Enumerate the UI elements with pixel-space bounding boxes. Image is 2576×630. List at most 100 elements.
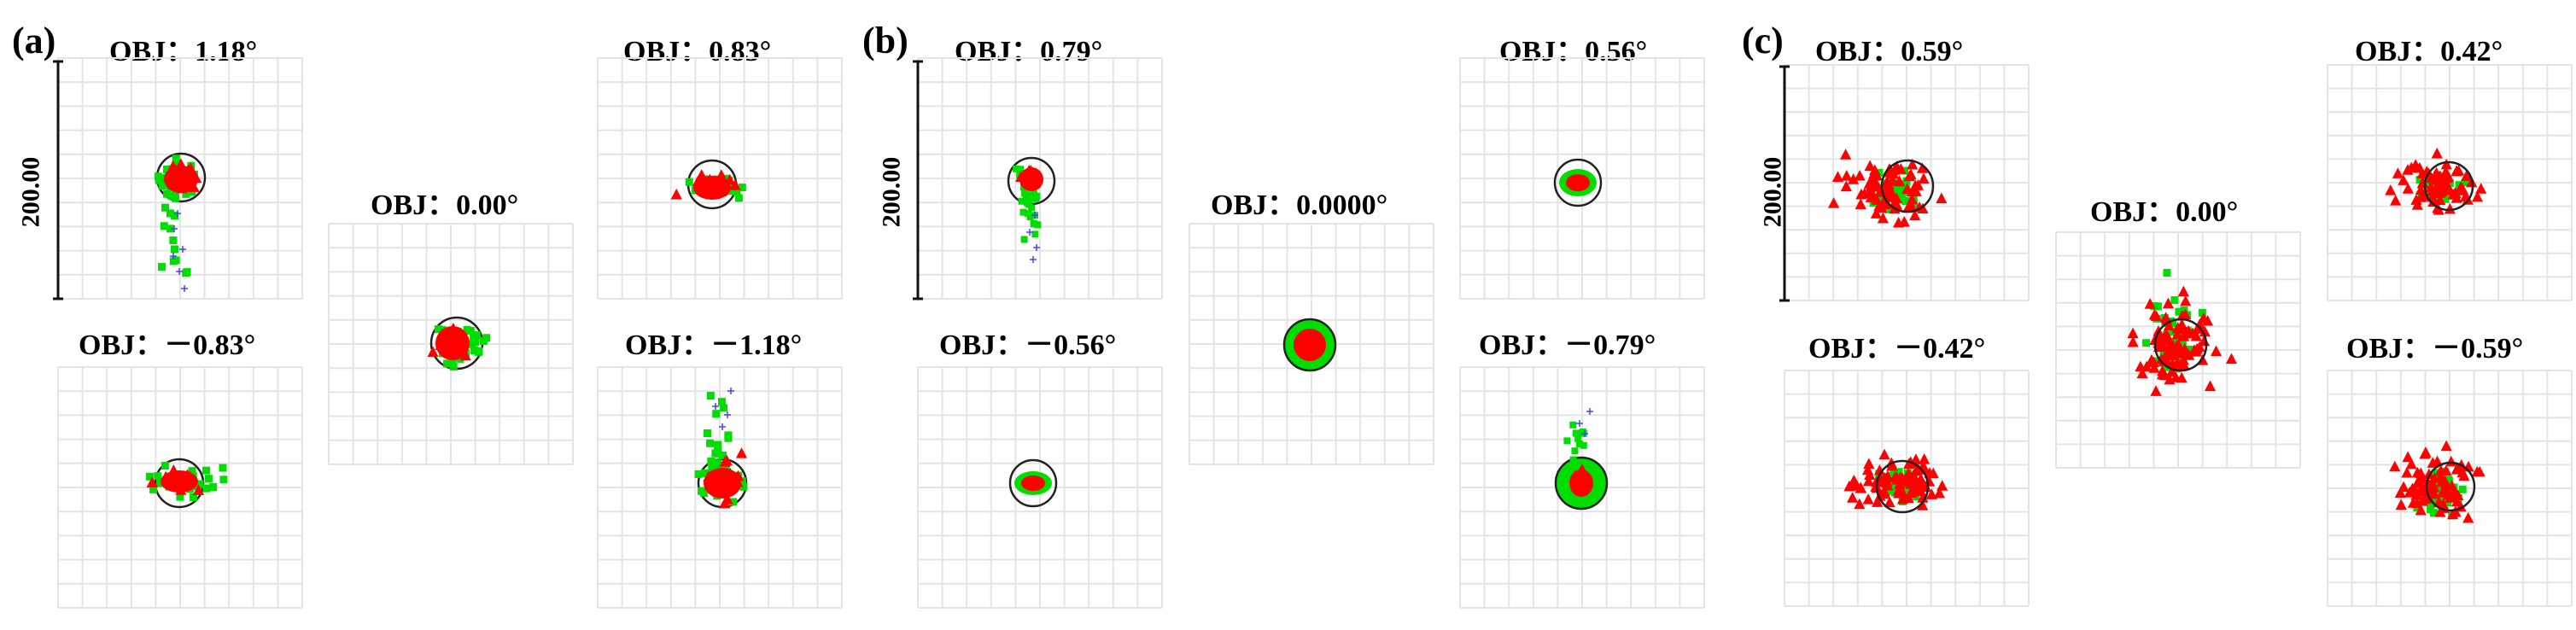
spot-c-3-red — [2433, 204, 2445, 215]
spot-a-2-green — [479, 337, 488, 346]
spot-c-1-red — [1831, 171, 1844, 182]
spot-a-4-red-tri — [181, 469, 193, 481]
spot-c-5-red — [2440, 440, 2452, 452]
spot-a-2-green — [468, 340, 476, 348]
spot-c-5-red — [2423, 468, 2435, 480]
spot-a-1-green-tail — [183, 268, 191, 277]
spot-c-4-red — [1902, 473, 1914, 485]
spot-a-3-red-tri — [696, 169, 708, 180]
spot-c-5-red — [2428, 487, 2440, 499]
spot-a-5-red-tri — [717, 474, 729, 486]
airy-disk-b-3 — [1553, 158, 1603, 207]
spot-c-1-red — [1909, 209, 1921, 221]
spot-c-1-red — [1918, 172, 1930, 184]
spot-c-2-red — [2135, 360, 2147, 372]
spot-a-3-red-tri — [716, 169, 727, 180]
spot-a-4-green — [176, 493, 184, 501]
airy-disk-c-4 — [1875, 459, 1930, 514]
spot-c-2-red — [2225, 353, 2238, 365]
spot-c-1-red — [1902, 201, 1914, 213]
spot-b-1-red-tri — [1030, 167, 1043, 178]
grid-c-3 — [2327, 64, 2573, 301]
airy-disk-b-4 — [1008, 458, 1058, 508]
spot-b-1-green — [1027, 195, 1035, 202]
spot-a-2-green — [463, 325, 471, 334]
spot-c-1-red — [1906, 193, 1918, 205]
spot-c-3-red — [2444, 202, 2456, 214]
spot-a-5-green-tail — [711, 449, 720, 458]
spot-c-4-red — [1873, 464, 1886, 475]
spot-a-4-red-tri — [174, 480, 186, 491]
spot-a-4-green — [145, 472, 154, 481]
spot-a-1-green — [182, 190, 190, 198]
grid-b-2 — [1189, 223, 1434, 465]
spot-c-3-red — [2450, 165, 2462, 177]
grid-b-1 — [917, 57, 1163, 300]
spot-c-4-red — [1884, 496, 1895, 508]
spot-label-b-4: OBJ：－0.56° — [939, 330, 1117, 361]
spot-a-1-green-tail — [167, 192, 176, 201]
spot-c-2-red — [2146, 353, 2158, 365]
spot-c-3-red — [2433, 177, 2445, 189]
spot-b-1-green — [1017, 166, 1025, 173]
spot-a-1-red-tri — [175, 158, 187, 169]
spot-c-2-red — [2161, 330, 2174, 341]
spot-c-5-red — [2445, 455, 2457, 467]
spot-c-1-red — [1910, 185, 1922, 196]
spot-a-3-red-tri — [704, 173, 716, 185]
spot-c-4-red — [1879, 472, 1891, 483]
spot-b-1-green — [1033, 192, 1041, 200]
spot-c-5-red — [2434, 506, 2446, 517]
spot-c-1-green — [1894, 189, 1902, 197]
spot-a-3-green — [734, 194, 743, 202]
spot-b-1-green — [1027, 191, 1035, 199]
spot-b-5-green-tail — [1563, 437, 1571, 445]
spot-a-2-red-tri — [456, 331, 468, 343]
spot-a-4-green — [149, 485, 158, 493]
spot-a-2-green — [443, 359, 452, 368]
spot-c-3-red — [2461, 170, 2473, 182]
spot-c-5-red — [2440, 464, 2452, 476]
spot-a-5-green — [718, 452, 727, 460]
spot-c-2-red — [2193, 341, 2205, 353]
spot-a-5-green — [700, 469, 709, 477]
spot-a-5-green-tail — [706, 392, 715, 400]
spot-b-3-red — [1566, 174, 1590, 191]
spot-c-3-red — [2402, 164, 2414, 175]
spot-c-3-red — [2392, 167, 2404, 178]
spot-b-1-green — [1018, 197, 1025, 205]
spot-a-4-red-tri — [192, 484, 205, 495]
spot-c-5-green — [2432, 469, 2440, 477]
spot-c-3-red — [2402, 183, 2414, 194]
spot-c-4-red — [1854, 498, 1866, 510]
spot-c-2-red — [2204, 380, 2217, 392]
spot-c-4-red — [1872, 496, 1884, 507]
spot-a-5-red-tri — [735, 447, 748, 458]
spot-a-1-green-tail — [160, 222, 168, 230]
spot-c-1-red — [1868, 190, 1880, 202]
spot-label-c-2: OBJ：0.00° — [2090, 196, 2239, 228]
spot-b-5-green-tail — [1572, 429, 1580, 437]
spot-c-4-red — [1936, 480, 1948, 491]
spot-b-1-green — [1024, 191, 1031, 199]
spot-a-1-green — [155, 176, 163, 184]
spot-a-3-green — [738, 184, 746, 192]
spot-c-1-red — [1901, 183, 1913, 195]
spot-c-3-red — [2431, 147, 2443, 159]
spot-b-1-green-tail — [1030, 219, 1037, 227]
spot-b-5-green-tail — [1579, 428, 1586, 435]
spot-a-1-red-tri — [190, 172, 202, 184]
spot-a-5-red-tri — [732, 475, 744, 487]
spot-a-1-red-tri — [183, 167, 196, 179]
spot-c-1-red — [1840, 180, 1852, 192]
spot-c-4-green — [1887, 471, 1895, 480]
spot-a-5-green — [698, 487, 706, 495]
spot-c-4-green — [1903, 487, 1912, 495]
spot-label-b-2: OBJ：0.0000° — [1211, 190, 1388, 221]
spot-c-5-red — [2389, 460, 2401, 472]
spot-a-1-red-tri — [168, 175, 180, 187]
spot-c-4-red — [1894, 478, 1906, 489]
panel-a-letter: (a) — [12, 20, 56, 61]
spot-b-5-red-tri — [1576, 463, 1588, 475]
spot-a-2-red-tri — [435, 339, 447, 350]
